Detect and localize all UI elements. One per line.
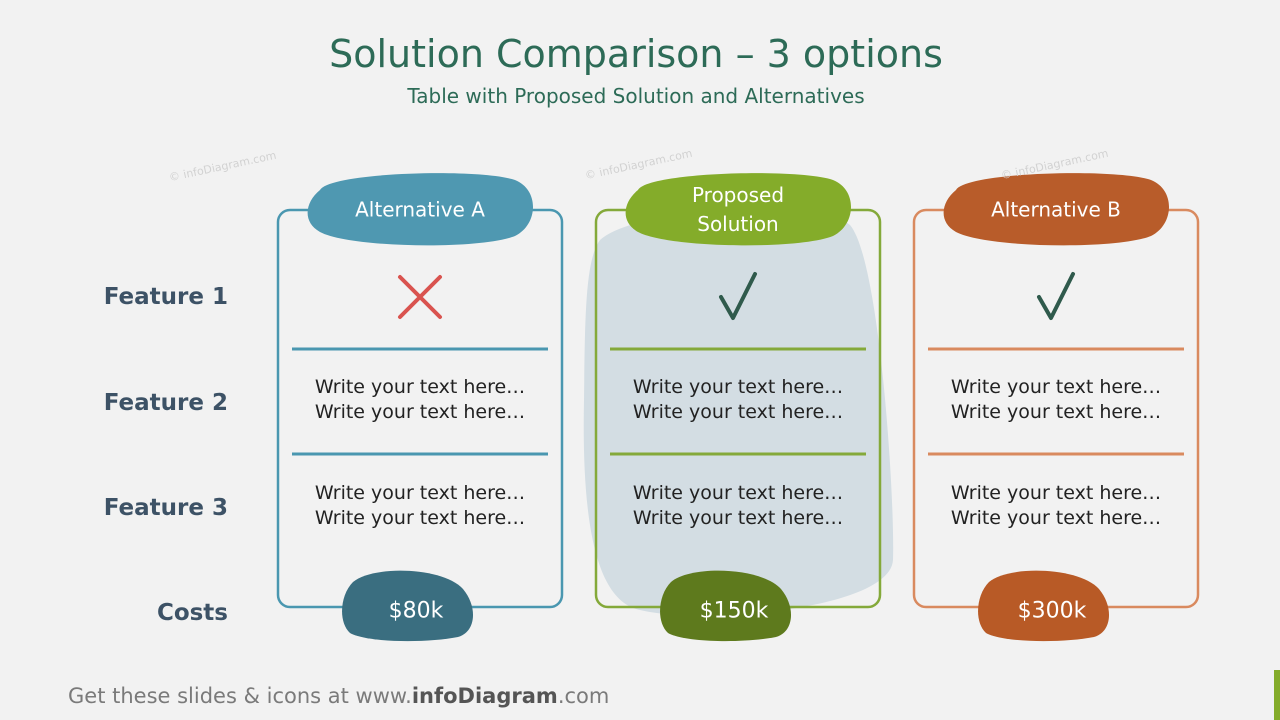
footer: Get these slides & icons at www.infoDiag… [68, 684, 609, 708]
cost-blob [978, 570, 1110, 642]
row-label: Costs [156, 600, 228, 626]
column-header: Alternative A [355, 197, 485, 222]
cell-text: Write your text here… [950, 376, 1162, 398]
footer-text: .com [557, 684, 610, 708]
highlight-shape [583, 209, 894, 616]
cell-text: Write your text here… [632, 401, 844, 423]
check-icon [1037, 272, 1075, 320]
title: Solution Comparison – 3 options [329, 32, 943, 76]
cell-text: Write your text here… [950, 401, 1162, 423]
check-icon [719, 272, 757, 320]
column-header: Proposed Solution [691, 183, 785, 236]
row-label: Feature 2 [103, 390, 228, 416]
cell-text: Write your text here… [632, 376, 844, 398]
subtitle: Table with Proposed Solution and Alterna… [407, 84, 865, 108]
cost-blob [342, 570, 474, 642]
accent-bar [1274, 670, 1280, 720]
footer-brand: infoDiagram [411, 684, 558, 708]
header-blob [307, 173, 534, 246]
header-blob [943, 173, 1170, 246]
cell-text: Write your text here… [950, 507, 1162, 529]
column-header: Alternative B [991, 197, 1121, 222]
cell-text: Write your text here… [314, 482, 526, 504]
row-label: Feature 3 [103, 495, 228, 521]
cell-text: Write your text here… [314, 376, 526, 398]
cell-text: Write your text here… [632, 482, 844, 504]
cost-label: $80k [388, 598, 444, 624]
header-blob [625, 173, 852, 246]
cost-label: $300k [1017, 598, 1087, 624]
cost-label: $150k [699, 598, 769, 624]
cell-text: Write your text here… [632, 507, 844, 529]
cell-text: Write your text here… [950, 482, 1162, 504]
row-label: Feature 1 [103, 284, 228, 310]
footer-text: Get these slides & icons at www. [68, 684, 412, 708]
cross-icon [398, 275, 442, 319]
cell-text: Write your text here… [314, 507, 526, 529]
cell-text: Write your text here… [314, 401, 526, 423]
cost-blob [660, 570, 792, 642]
